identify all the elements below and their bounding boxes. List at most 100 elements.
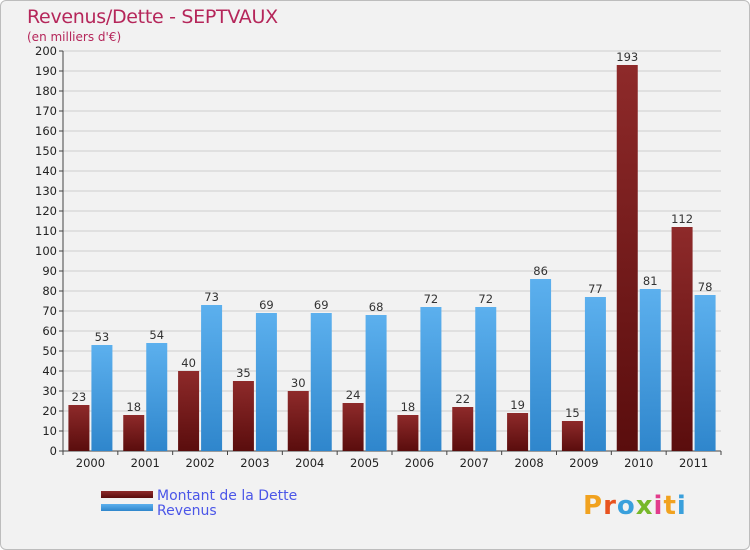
logo-letter: P [583,491,604,521]
legend-label-revenue: Revenus [157,503,217,519]
data-label-revenue: 81 [643,274,658,288]
data-labels: 23 53 18 54 40 73 35 69 30 69 24 68 18 72 22 72 19 86 15 77… [72,50,713,420]
y-tick-label: 140 [35,164,57,178]
data-label-debt: 193 [616,50,638,64]
bars [68,65,716,451]
data-label-debt: 22 [455,392,470,406]
chart-subtitle: (en milliers d'€) [27,30,122,44]
bar-debt [123,415,145,451]
bar-debt [616,65,638,451]
x-tick-label: 2007 [460,456,489,470]
data-label-revenue: 69 [314,298,329,312]
bar-revenue [310,313,332,451]
y-tick-label: 10 [42,424,57,438]
x-tick-label: 2002 [185,456,214,470]
bar-revenue [91,345,113,451]
logo-letter: i [676,491,687,521]
bar-debt [671,227,693,451]
bar-debt [452,407,474,451]
bar-debt [287,391,309,451]
bar-revenue [365,315,387,451]
x-tick-label: 2000 [76,456,105,470]
data-label-debt: 30 [291,376,306,390]
y-tick-label: 130 [35,184,57,198]
y-tick-label: 60 [42,324,57,338]
data-label-debt: 112 [671,212,693,226]
legend-label-debt: Montant de la Dette [157,488,298,504]
data-label-revenue: 72 [478,292,493,306]
logo-letter: r [603,491,617,521]
data-label-revenue: 68 [369,300,384,314]
x-tick-label: 2003 [240,456,269,470]
y-tick-label: 0 [50,444,57,458]
y-tick-label: 120 [35,204,57,218]
data-label-debt: 24 [346,388,361,402]
proxiti-logo: Proxiti [583,491,687,521]
y-tick-label: 170 [35,104,57,118]
y-tick-label: 50 [42,344,57,358]
bar-revenue [694,295,716,451]
data-label-revenue: 77 [588,282,603,296]
bar-debt [178,371,200,451]
y-tick-label: 80 [42,284,57,298]
axes: 0 10 20 30 40 50 60 70 80 90 100 110 120 130 140 150 160… [35,44,722,470]
y-tick-label: 70 [42,304,57,318]
y-tick-label: 190 [35,64,57,78]
data-label-revenue: 73 [204,290,219,304]
data-label-revenue: 54 [149,328,164,342]
data-label-revenue: 86 [533,264,548,278]
x-tick-label: 2008 [514,456,543,470]
bar-revenue [584,297,606,451]
y-tick-label: 110 [35,224,57,238]
bar-revenue [475,307,497,451]
bar-revenue [201,305,223,451]
y-tick-label: 100 [35,244,57,258]
logo-letter: x [635,491,654,521]
data-label-debt: 40 [181,356,196,370]
data-label-revenue: 53 [95,330,110,344]
data-label-debt: 18 [126,400,141,414]
data-label-debt: 23 [72,390,87,404]
y-tick-label: 160 [35,124,57,138]
x-tick-label: 2009 [569,456,598,470]
bar-revenue [255,313,277,451]
y-tick-label: 180 [35,84,57,98]
bar-debt [232,381,254,451]
x-tick-label: 2011 [679,456,708,470]
legend-swatch-debt [101,491,153,498]
y-tick-label: 150 [35,144,57,158]
logo-letter: o [616,491,636,521]
data-label-debt: 35 [236,366,251,380]
bar-debt [342,403,364,451]
bar-revenue [420,307,442,451]
data-label-revenue: 78 [698,280,713,294]
y-tick-label: 200 [35,44,57,58]
logo-letter: t [663,491,677,521]
x-tick-label: 2005 [350,456,379,470]
x-tick-label: 2006 [405,456,434,470]
chart-title: Revenus/Dette - SEPTVAUX [27,6,278,28]
bar-debt [507,413,529,451]
grid-lines [63,50,721,452]
y-tick-label: 90 [42,264,57,278]
data-label-revenue: 72 [424,292,439,306]
data-label-debt: 18 [401,400,416,414]
y-tick-label: 30 [42,384,57,398]
x-tick-label: 2010 [624,456,653,470]
x-tick-label: 2001 [131,456,160,470]
bar-revenue [639,289,661,451]
data-label-revenue: 69 [259,298,274,312]
y-tick-label: 20 [42,404,57,418]
bar-debt [397,415,419,451]
y-tick-label: 40 [42,364,57,378]
bar-revenue [146,343,168,451]
logo-letter: i [653,491,664,521]
bar-revenue [530,279,552,451]
data-label-debt: 19 [510,398,525,412]
data-label-debt: 15 [565,406,580,420]
bar-debt [68,405,90,451]
x-tick-label: 2004 [295,456,324,470]
legend-swatch-revenue [101,504,153,511]
